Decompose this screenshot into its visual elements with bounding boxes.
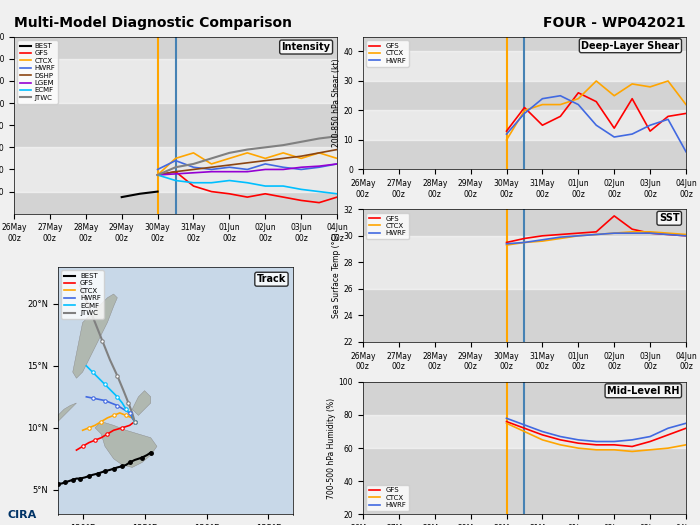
Bar [14, 59, 337, 103]
Text: Multi-Model Diagnostic Comparison: Multi-Model Diagnostic Comparison [14, 16, 292, 30]
Text: Deep-Layer Shear: Deep-Layer Shear [581, 41, 680, 51]
Y-axis label: Sea Surface Temp (°C): Sea Surface Temp (°C) [332, 233, 341, 319]
Text: FOUR - WP042021: FOUR - WP042021 [543, 16, 686, 30]
Bar [363, 415, 686, 448]
Legend: GFS, CTCX, HWRF: GFS, CTCX, HWRF [366, 485, 409, 511]
Y-axis label: 200-850 hPa Shear (kt): 200-850 hPa Shear (kt) [332, 59, 341, 148]
Text: CIRA: CIRA [7, 510, 36, 520]
Polygon shape [132, 391, 150, 415]
Legend: BEST, GFS, CTCX, HWRF, DSHP, LGEM, ECMF, JTWC: BEST, GFS, CTCX, HWRF, DSHP, LGEM, ECMF,… [18, 40, 58, 103]
Y-axis label: 700-500 hPa Humidity (%): 700-500 hPa Humidity (%) [327, 397, 336, 499]
Polygon shape [52, 403, 76, 422]
Bar [363, 51, 686, 81]
Bar [14, 148, 337, 192]
Bar [363, 236, 686, 289]
Legend: GFS, CTCX, HWRF: GFS, CTCX, HWRF [366, 40, 409, 67]
Polygon shape [73, 294, 118, 378]
Text: Intensity: Intensity [281, 42, 330, 52]
Legend: GFS, CTCX, HWRF: GFS, CTCX, HWRF [366, 213, 409, 239]
Text: Track: Track [257, 274, 286, 284]
Text: SST: SST [659, 213, 680, 223]
Legend: BEST, GFS, CTCX, HWRF, ECMF, JTWC: BEST, GFS, CTCX, HWRF, ECMF, JTWC [62, 270, 104, 319]
Polygon shape [95, 422, 157, 467]
Text: Mid-Level RH: Mid-Level RH [607, 386, 680, 396]
Bar [363, 110, 686, 140]
